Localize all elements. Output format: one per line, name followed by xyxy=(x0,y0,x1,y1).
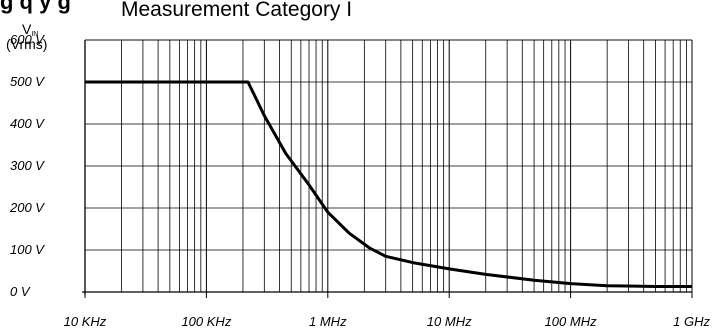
title-bar: g q y g Measurement Category I xyxy=(0,0,715,21)
y-tick-label: 300 V xyxy=(10,158,45,173)
y-tick-label: 0 V xyxy=(10,284,31,299)
partial-title: g q y g xyxy=(0,0,71,14)
y-tick-label: 400 V xyxy=(10,116,45,131)
axis-layer xyxy=(82,40,693,298)
y-tick-label: 600 V xyxy=(10,32,45,47)
y-tick-label: 500 V xyxy=(10,74,45,89)
series-line xyxy=(85,80,692,288)
grid-layer xyxy=(84,39,693,293)
x-tick-label: 1 MHz xyxy=(309,314,347,329)
x-tick-label: 1 GHz xyxy=(673,314,710,329)
y-axis-label-main: V xyxy=(22,21,32,37)
x-tick-label: 100 KHz xyxy=(181,314,231,329)
y-axis-label-sub: IN xyxy=(31,31,38,38)
x-tick-label: 10 MHz xyxy=(427,314,472,329)
label-layer: VIN (Vrms) 0 V 100 V 200 V 300 V 400 V 500 V 6… xyxy=(6,21,710,329)
y-tick-label: 100 V xyxy=(10,242,45,257)
series-layer xyxy=(85,80,692,288)
y-axis-label: VIN xyxy=(22,21,38,38)
y-tick-label: 200 V xyxy=(9,200,45,215)
x-tick-label: 100 MHz xyxy=(545,314,598,329)
chart-subtitle: Measurement Category I xyxy=(121,0,357,21)
x-tick-label: 10 KHz xyxy=(64,314,107,329)
y-axis-unit: (Vrms) xyxy=(6,36,47,52)
